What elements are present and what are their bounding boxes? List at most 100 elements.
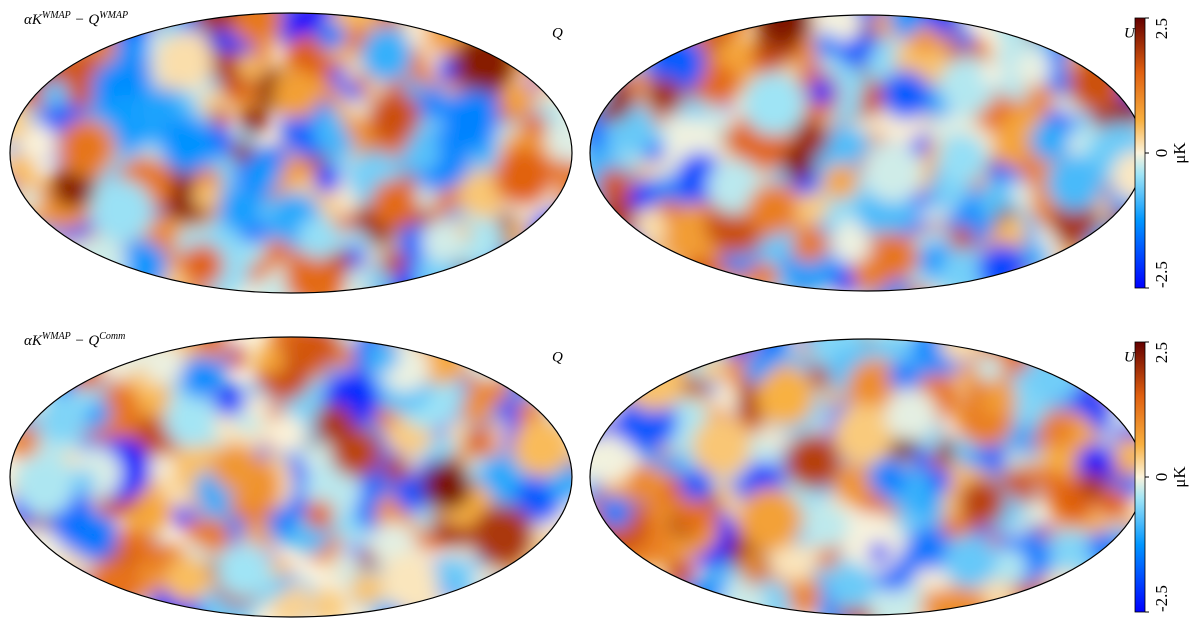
blob (506, 239, 535, 268)
blob (72, 582, 134, 617)
blob (13, 337, 78, 400)
stokes-label: U (1124, 350, 1136, 366)
colorbar-tick-label: 0 (1152, 149, 1171, 158)
blob (511, 417, 571, 477)
blob (429, 13, 455, 35)
blob (602, 339, 634, 368)
blob (10, 425, 39, 459)
blob (634, 19, 659, 44)
blob (684, 257, 719, 291)
blob (1104, 571, 1131, 598)
blob (128, 598, 159, 617)
blob (958, 478, 1006, 526)
blob (267, 414, 306, 453)
blob (673, 494, 716, 536)
blob (39, 52, 62, 75)
blob (71, 470, 96, 496)
blob (989, 548, 1027, 586)
title-sup: WMAP (42, 331, 71, 342)
blob (868, 542, 890, 564)
blob (738, 487, 803, 552)
blob (449, 592, 498, 617)
blob (162, 280, 185, 293)
blob (310, 588, 347, 617)
blob (237, 54, 263, 80)
title-part: − Q (71, 12, 100, 28)
blob (618, 345, 650, 376)
blob (226, 347, 248, 368)
blob (620, 15, 659, 40)
blob (163, 390, 221, 448)
blob (741, 551, 763, 574)
blob (508, 373, 536, 400)
blob (995, 15, 1028, 42)
blob (10, 337, 23, 357)
blob (1117, 537, 1144, 572)
blob (881, 70, 931, 120)
sky-map (590, 15, 1144, 291)
blob (590, 31, 630, 79)
blob (693, 339, 720, 360)
blob (590, 590, 629, 615)
blob (784, 433, 842, 490)
blob (76, 250, 136, 293)
blob (316, 20, 347, 51)
colorbar-tick-label: 0 (1152, 473, 1171, 482)
blob (666, 339, 688, 361)
blob (422, 460, 473, 511)
blob (867, 456, 908, 497)
blob (620, 600, 646, 615)
blob (499, 557, 563, 617)
blob (1044, 240, 1096, 291)
blob (1092, 344, 1128, 380)
blob (471, 250, 534, 293)
map-field (590, 15, 1144, 291)
blob (330, 249, 352, 271)
blob (590, 271, 602, 291)
blob (14, 453, 76, 516)
blob (833, 463, 876, 506)
blob (590, 210, 614, 241)
blob (37, 393, 88, 444)
blob (226, 517, 247, 538)
blob (691, 417, 752, 477)
blob (493, 147, 554, 208)
blob (659, 590, 693, 615)
blob (470, 504, 535, 569)
sky-map (590, 339, 1144, 615)
blob (1046, 154, 1104, 212)
blob (368, 90, 421, 143)
blob (364, 338, 399, 373)
colorbar (1134, 341, 1146, 613)
blob (595, 196, 637, 238)
blob (1061, 339, 1082, 357)
blob (590, 339, 625, 371)
blob (350, 572, 384, 607)
blob (229, 13, 283, 45)
blob (10, 242, 48, 293)
blob (530, 241, 572, 284)
blob (463, 259, 526, 293)
blob (980, 379, 1017, 417)
blob (217, 187, 263, 232)
title-sup: WMAP (42, 10, 71, 21)
blob (263, 238, 291, 266)
blob (179, 355, 223, 399)
blob (788, 221, 830, 263)
blob (675, 578, 724, 615)
blob (590, 270, 613, 291)
blob (813, 32, 839, 58)
blob (14, 223, 53, 262)
blob (10, 21, 61, 80)
blob (209, 107, 231, 129)
blob (313, 165, 342, 194)
blob (216, 544, 271, 598)
blob (1067, 17, 1110, 59)
blob (1107, 375, 1129, 397)
blob (90, 179, 154, 243)
blob (1028, 15, 1055, 42)
blob (15, 571, 62, 617)
blob (479, 588, 507, 617)
blob (211, 442, 260, 492)
